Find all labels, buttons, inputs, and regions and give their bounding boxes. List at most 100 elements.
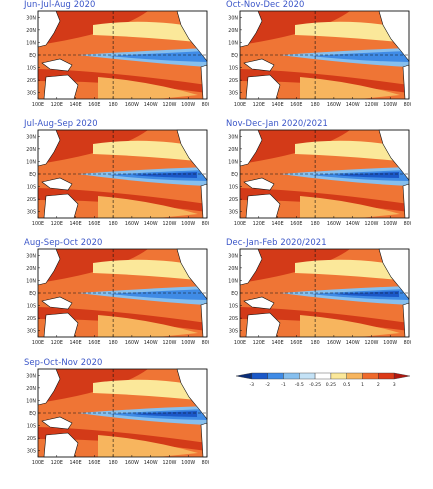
color-scale-tick: -0.25 [309,382,321,388]
longitude-label: 140W [346,221,360,227]
weak-anomaly-region [295,140,409,162]
latitude-label: 10N [26,278,36,284]
longitude-label: 80W [404,340,411,346]
sst-anomaly-map: 30N 20N 10N EQ 10S 20S 30S 100E 120E 140E 160E 180 1… [228,10,411,108]
longitude-label: 100W [383,221,397,227]
longitude-label: 160E [88,102,100,108]
latitude-label: 10N [26,159,36,165]
longitude-label: 180 [109,340,118,346]
color-swatch [314,372,332,380]
sst-anomaly-map: 30N 20N 10N EQ 10S 20S 30S 100E 120E 140E 160E 180 1… [26,129,209,227]
weak-anomaly-region [93,21,207,43]
longitude-label: 100W [383,102,397,108]
moderate-anomaly-region [300,315,400,337]
color-scale-tick: 0.25 [326,382,336,388]
latitude-label: 20N [26,386,36,392]
latitude-label: EQ [231,172,238,178]
longitude-label: 160E [88,340,100,346]
latitude-label: 30N [228,253,238,259]
longitude-label: 120E [51,460,63,466]
longitude-label: 120W [162,340,176,346]
longitude-label: 140W [144,221,158,227]
latitude-label: 10S [229,304,238,310]
latitude-label: 10S [27,185,36,191]
latitude-label: 30N [228,15,238,21]
longitude-label: 180 [311,340,320,346]
longitude-label: 100W [383,340,397,346]
cool-anomaly-region [108,289,207,300]
latitude-label: 30N [26,15,36,21]
longitude-label: 80W [202,340,209,346]
longitude-label: 140W [346,340,360,346]
latitude-label: 10S [229,66,238,72]
moderate-anomaly-region [98,315,198,337]
sst-anomaly-map: 30N 20N 10N EQ 10S 20S 30S 100E 120E 140E 160E 180 1… [26,368,209,466]
latitude-label: 20S [27,436,36,442]
longitude-label: 160W [327,340,341,346]
latitude-label: EQ [29,291,36,297]
latitude-label: 20S [27,316,36,322]
latitude-label: 10S [229,185,238,191]
latitude-label: 10N [26,398,36,404]
color-scale-tick: -0.5 [295,382,304,388]
australia-landmass [245,312,281,338]
australia-landmass [43,74,79,100]
longitude-label: 80W [404,221,411,227]
maritime-continent-landmass [41,296,73,310]
latitude-label: 20N [26,147,36,153]
latitude-label: 30S [229,329,238,335]
longitude-label: 160W [125,340,139,346]
latitude-label: 30S [27,449,36,455]
longitude-label: 140E [271,102,283,108]
longitude-label: 100E [234,102,246,108]
cool-anomaly-region [335,172,399,178]
sst-anomaly-map: 30N 20N 10N EQ 10S 20S 30S 100E 120E 140E 160E 180 1… [228,248,411,346]
moderate-anomaly-region [300,196,400,218]
color-swatch [330,372,347,380]
color-scale-tick: -3 [250,382,255,388]
latitude-label: EQ [29,172,36,178]
longitude-label: 160W [125,102,139,108]
weak-anomaly-region [93,379,207,401]
longitude-label: 180 [109,221,118,227]
longitude-label: 160E [290,102,302,108]
cool-anomaly-region [133,172,197,178]
color-scale-tick: 1 [361,382,364,388]
latitude-label: EQ [231,53,238,59]
latitude-label: 20S [229,197,238,203]
latitude-label: EQ [29,411,36,417]
longitude-label: 180 [311,102,320,108]
latitude-label: 30N [26,134,36,140]
longitude-label: 140W [144,460,158,466]
longitude-label: 140E [69,102,81,108]
color-swatch [346,372,363,380]
latitude-label: 20S [229,316,238,322]
maritime-continent-landmass [41,416,73,430]
cool-anomaly-region [335,291,399,297]
latitude-label: 30N [26,373,36,379]
maritime-continent-landmass [243,58,275,72]
australia-landmass [43,432,79,458]
color-swatch [267,372,284,380]
latitude-label: 20S [27,78,36,84]
color-scale-tick: -2 [265,382,270,388]
longitude-label: 100W [181,460,195,466]
longitude-label: 100E [32,460,44,466]
longitude-label: 160W [125,221,139,227]
longitude-label: 180 [311,221,320,227]
latitude-label: 30S [27,210,36,216]
color-swatch [251,372,268,380]
color-swatch [362,372,379,380]
longitude-label: 120W [364,102,378,108]
panel-title: Dec-Jan-Feb 2020/2021 [226,237,327,247]
longitude-label: 160W [327,221,341,227]
longitude-label: 160E [88,221,100,227]
latitude-label: EQ [231,291,238,297]
longitude-label: 120E [51,340,63,346]
longitude-label: 100E [32,340,44,346]
weak-anomaly-region [295,21,409,43]
longitude-label: 120E [253,221,265,227]
color-scale-legend: -3 -2 -1 -0.5 -0.25 0.25 0.5 1 2 3 [235,372,411,388]
latitude-label: 30S [229,91,238,97]
color-scale-tick: 0.5 [343,382,350,388]
